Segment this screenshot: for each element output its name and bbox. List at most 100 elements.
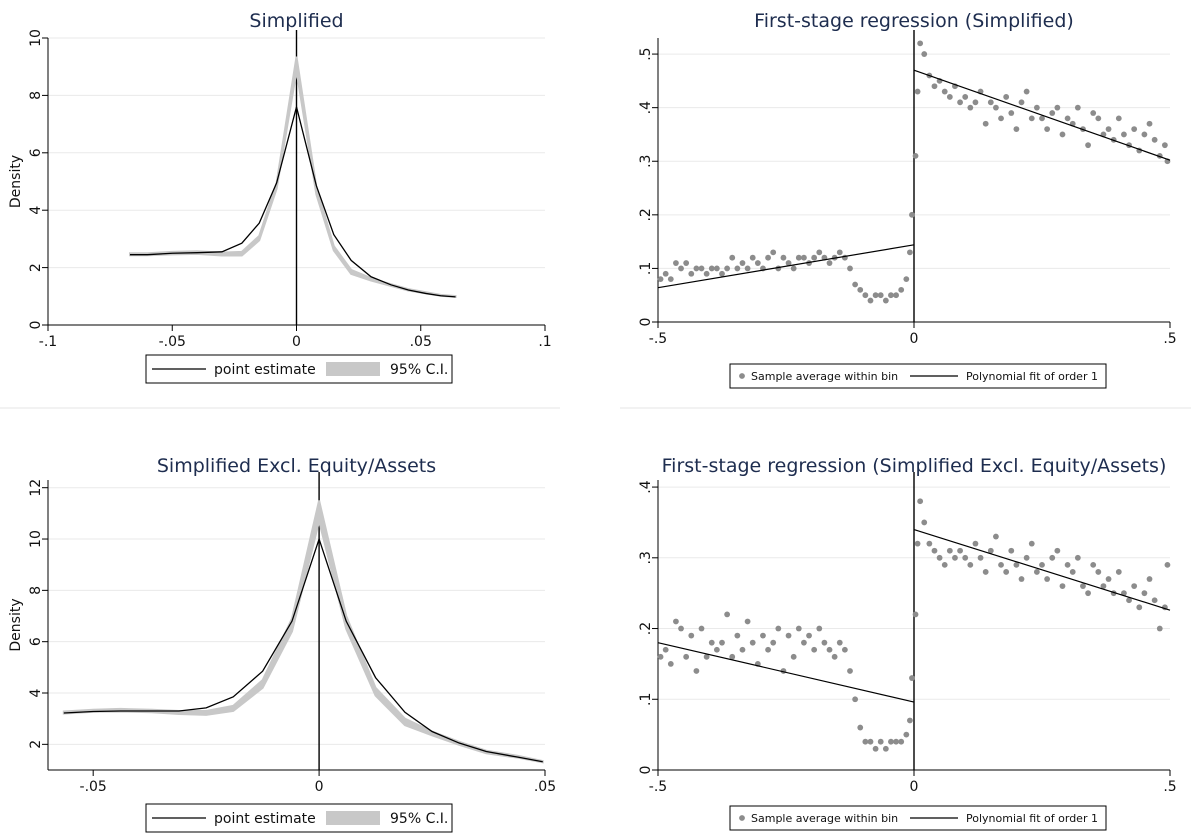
scatter-point (749, 639, 756, 646)
scatter-point (1121, 131, 1127, 138)
chart-panel-1: Simplified 0 2 4 6 8 10 -.1 -.05 0 .05 .1 Density poi… (8, 10, 552, 384)
scatter-point (1161, 142, 1168, 149)
scatter-point (770, 639, 777, 646)
y-axis-label: Density (8, 155, 24, 208)
scatter-point (1146, 576, 1153, 582)
scatter-point (811, 646, 818, 653)
scatter-point (744, 618, 751, 625)
scatter-point (982, 569, 989, 575)
scatter-point (941, 88, 948, 95)
scatter-point (857, 724, 864, 731)
y-tick-label: .4 (638, 480, 654, 493)
scatter-point (903, 276, 910, 283)
scatter-point (877, 292, 884, 299)
y-tick-label: 4 (28, 688, 44, 697)
legend-label: Polynomial fit of order 1 (966, 812, 1098, 825)
scatter-point (662, 646, 669, 653)
scatter-point (821, 639, 828, 646)
y-tick-label: .3 (638, 155, 654, 168)
scatter-point (780, 254, 787, 261)
scatter-point (907, 249, 913, 256)
scatter-point (806, 632, 812, 639)
scatter-point (972, 540, 979, 547)
scatter-point (893, 738, 899, 745)
scatter-point (698, 625, 705, 632)
scatter-point (1100, 583, 1107, 589)
scatter-point (912, 152, 919, 159)
scatter-point (826, 260, 833, 266)
scatter-point (914, 540, 921, 547)
legend-label: Sample average within bin (751, 370, 898, 383)
scatter-point (903, 731, 910, 738)
scatter-point (912, 611, 919, 618)
scatter-point (724, 265, 731, 272)
scatter-point (1028, 115, 1035, 122)
scatter-point (1080, 583, 1086, 589)
scatter-point (1151, 136, 1158, 143)
x-tick-label: 0 (910, 779, 919, 795)
scatter-point (987, 547, 994, 554)
scatter-point (872, 745, 879, 752)
scatter-point (931, 547, 938, 554)
scatter-point (729, 254, 736, 261)
y-tick-label: 2 (28, 740, 44, 749)
scatter-point (713, 265, 720, 272)
scatter-point (946, 547, 953, 554)
scatter-point (816, 249, 823, 256)
y-tick-label: 2 (28, 263, 44, 272)
scatter-point (811, 254, 818, 261)
scatter-point (882, 745, 889, 752)
y-tick-label: 6 (28, 637, 44, 646)
scatter-point (1095, 569, 1102, 575)
scatter-point (1136, 604, 1143, 611)
scatter-point (998, 115, 1004, 122)
scatter-point (1033, 104, 1040, 111)
scatter-point (931, 83, 938, 90)
legend-label: Sample average within bin (751, 812, 898, 825)
x-tick-label: .5 (1163, 331, 1176, 347)
scatter-point (907, 717, 913, 724)
scatter-point (1131, 583, 1138, 589)
y-tick-label: .3 (638, 551, 654, 564)
scatter-point (795, 625, 802, 632)
y-tick-label: .5 (638, 47, 654, 60)
scatter-point (678, 265, 684, 272)
scatter-point (914, 88, 921, 95)
scatter-point (1054, 547, 1061, 554)
scatter-point (683, 653, 690, 660)
scatter-point (867, 738, 874, 745)
scatter-point (888, 738, 894, 745)
scatter-point (967, 561, 974, 568)
scatter-point (801, 254, 807, 261)
scatter-point (703, 270, 710, 277)
y-axis-label: Density (8, 598, 24, 651)
x-tick-label: 0 (292, 334, 301, 350)
scatter-point (749, 254, 756, 261)
scatter-point (926, 540, 933, 547)
legend-dot-key (739, 815, 745, 821)
legend-label: Polynomial fit of order 1 (966, 370, 1098, 383)
scatter-point (921, 519, 928, 526)
scatter-point (801, 639, 807, 646)
chart-title: First-stage regression (Simplified) (754, 10, 1074, 32)
scatter-point (760, 632, 766, 639)
scatter-point (785, 260, 792, 266)
x-tick-label: .05 (410, 334, 432, 350)
scatter-point (816, 625, 823, 632)
scatter-point (673, 260, 679, 266)
scatter-point (1074, 104, 1081, 111)
x-tick-label: .5 (1163, 779, 1176, 795)
scatter-point (877, 738, 884, 745)
scatter-point (719, 270, 725, 277)
legend-label: point estimate (214, 362, 316, 378)
y-tick-label: .1 (638, 693, 654, 706)
scatter-point (909, 675, 915, 681)
scatter-point (1064, 115, 1071, 122)
chart-title: First-stage regression (Simplified Excl.… (662, 455, 1167, 477)
legend: point estimate 95% C.I. (145, 354, 453, 384)
scatter-point (739, 260, 746, 266)
chart-panel-3: Simplified Excl. Equity/Assets 2 4 6 8 10 12 -.… (8, 455, 556, 833)
x-tick-label: 0 (910, 331, 919, 347)
scatter-point (1069, 569, 1076, 575)
scatter-point (678, 625, 684, 632)
